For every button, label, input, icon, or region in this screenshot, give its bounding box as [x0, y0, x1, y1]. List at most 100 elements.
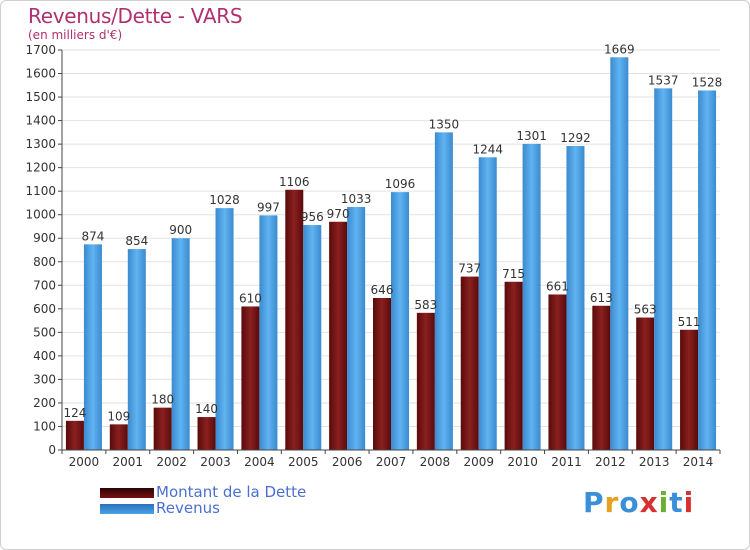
bar-debt — [680, 329, 699, 450]
legend-label-revenus: Revenus — [156, 499, 220, 517]
bar-debt — [460, 276, 479, 450]
y-tick-label: 1400 — [25, 114, 56, 128]
bar-debt — [329, 221, 348, 450]
y-tick-label: 100 — [33, 419, 56, 433]
y-tick-label: 500 — [33, 325, 56, 339]
y-tick-label: 1500 — [25, 90, 56, 104]
proxiti-logo: Proxiti — [583, 486, 694, 519]
data-label-debt: 1106 — [279, 175, 310, 189]
x-tick-label: 2009 — [463, 455, 494, 469]
data-label-revenus: 997 — [257, 200, 280, 214]
y-tick-label: 1300 — [25, 137, 56, 151]
x-tick-label: 2000 — [69, 455, 100, 469]
data-label-revenus: 1350 — [429, 117, 460, 131]
data-label-revenus: 1669 — [604, 42, 635, 56]
data-label-debt: 511 — [678, 315, 701, 329]
data-label-revenus: 1528 — [692, 75, 723, 89]
bar-revenus — [698, 90, 717, 451]
y-tick-label: 0 — [48, 443, 56, 457]
bar-debt — [65, 420, 84, 450]
data-label-revenus: 1292 — [560, 131, 591, 145]
bar-revenus — [566, 146, 585, 450]
data-label-revenus: 1244 — [472, 142, 503, 156]
bar-debt — [592, 305, 611, 450]
x-tick-label: 2007 — [376, 455, 407, 469]
data-label-revenus: 1537 — [648, 73, 679, 87]
x-tick-label: 2013 — [639, 455, 670, 469]
data-label-revenus: 900 — [169, 223, 192, 237]
bar-debt — [241, 306, 260, 450]
x-tick-label: 2004 — [244, 455, 275, 469]
data-label-debt: 613 — [590, 291, 613, 305]
data-label-debt: 661 — [546, 279, 569, 293]
y-tick-label: 1600 — [25, 67, 56, 81]
logo-letter: r — [604, 486, 620, 519]
bar-revenus — [259, 215, 278, 450]
bar-debt — [285, 189, 304, 450]
bar-debt — [153, 407, 172, 450]
bar-debt — [548, 294, 567, 450]
data-label-debt: 737 — [458, 262, 481, 276]
legend-label-debt: Montant de la Dette — [156, 483, 307, 501]
bar-revenus — [83, 244, 102, 450]
bar-revenus — [347, 206, 366, 450]
x-tick-label: 2008 — [420, 455, 451, 469]
x-tick-label: 2002 — [156, 455, 187, 469]
y-tick-label: 1700 — [25, 43, 56, 57]
data-label-debt: 140 — [195, 402, 218, 416]
x-tick-label: 2001 — [113, 455, 144, 469]
bar-debt — [636, 317, 655, 450]
data-label-debt: 109 — [107, 409, 130, 423]
y-tick-label: 200 — [33, 396, 56, 410]
data-label-debt: 124 — [63, 406, 86, 420]
bar-debt — [109, 424, 128, 450]
data-label-debt: 583 — [414, 298, 437, 312]
y-tick-label: 800 — [33, 255, 56, 269]
bar-revenus — [434, 132, 453, 450]
bar-revenus — [171, 238, 190, 450]
data-label-debt: 610 — [239, 291, 262, 305]
data-label-revenus: 1028 — [209, 193, 240, 207]
logo-letter: o — [619, 486, 640, 519]
x-tick-label: 2006 — [332, 455, 363, 469]
bar-revenus — [127, 249, 146, 450]
data-label-debt: 180 — [151, 393, 174, 407]
data-label-revenus: 874 — [81, 229, 104, 243]
y-tick-label: 900 — [33, 231, 56, 245]
data-label-revenus: 1096 — [385, 177, 416, 191]
data-label-revenus: 956 — [301, 210, 324, 224]
logo-letter: t — [669, 486, 684, 519]
x-tick-label: 2011 — [551, 455, 582, 469]
x-tick-label: 2012 — [595, 455, 626, 469]
legend-item-revenus: Revenus — [100, 500, 400, 516]
logo-letter: x — [639, 486, 659, 519]
y-tick-label: 1100 — [25, 184, 56, 198]
x-tick-label: 2005 — [288, 455, 319, 469]
legend-item-debt: Montant de la Dette — [100, 484, 400, 500]
data-label-debt: 970 — [327, 207, 350, 221]
data-label-debt: 646 — [371, 283, 394, 297]
x-tick-label: 2003 — [200, 455, 231, 469]
bar-revenus — [391, 192, 409, 450]
bar-revenus — [303, 225, 322, 450]
chart-title: Revenus/Dette - VARS — [28, 4, 243, 28]
data-label-debt: 715 — [502, 267, 525, 281]
bar-debt — [504, 281, 523, 450]
y-tick-label: 1200 — [25, 161, 56, 175]
bar-revenus — [610, 57, 629, 450]
x-tick-label: 2014 — [683, 455, 714, 469]
bar-revenus — [522, 143, 541, 450]
data-label-revenus: 1301 — [516, 129, 547, 143]
y-tick-label: 600 — [33, 302, 56, 316]
data-label-debt: 563 — [634, 303, 657, 317]
bar-revenus — [215, 208, 234, 450]
x-tick-label: 2010 — [507, 455, 538, 469]
data-label-revenus: 854 — [125, 234, 148, 248]
logo-letter: i — [658, 486, 670, 519]
data-label-revenus: 1033 — [341, 192, 372, 206]
logo-letter: P — [583, 486, 605, 519]
legend-swatch-debt — [100, 488, 154, 498]
chart-subtitle: (en milliers d'€) — [28, 28, 123, 42]
chart-legend: Montant de la Dette Revenus — [100, 484, 400, 516]
